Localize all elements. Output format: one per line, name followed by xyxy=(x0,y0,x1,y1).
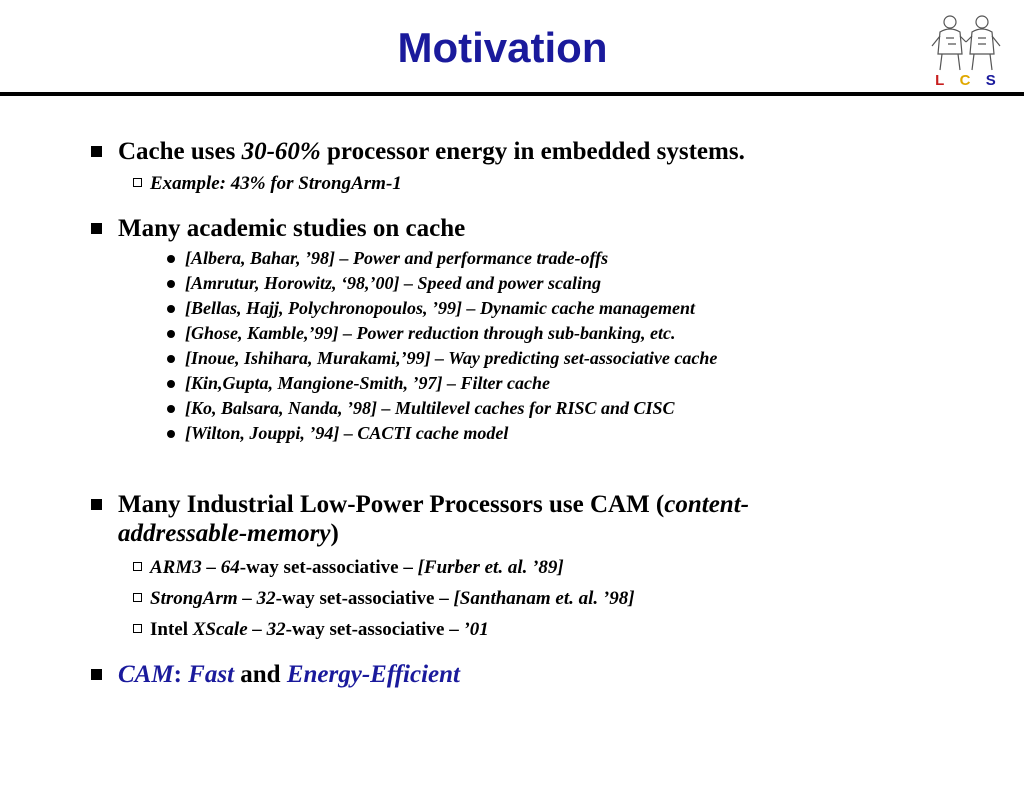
reference-item: [Inoue, Ishihara, Murakami,’99] – Way pr… xyxy=(167,347,718,369)
reference-text: [Wilton, Jouppi, ’94] – CACTI cache mode… xyxy=(185,423,509,443)
logo-letter-s: S xyxy=(985,72,997,89)
bullet-text: processor energy in embedded systems. xyxy=(320,138,745,165)
title-divider xyxy=(0,92,1024,96)
bullet-cache-energy: Cache uses 30-60% processor energy in em… xyxy=(91,137,745,166)
hollow-square-bullet-icon xyxy=(133,178,142,187)
square-bullet-icon xyxy=(91,669,102,680)
lcs-logo: L C S xyxy=(928,12,1004,92)
bullet-text: Many Industrial Low-Power Processors use… xyxy=(118,491,665,518)
reference-text: [Inoue, Ishihara, Murakami,’99] – Way pr… xyxy=(185,348,718,368)
reference-text: [Kin,Gupta, Mangione-Smith, ’97] – Filte… xyxy=(185,373,551,393)
dot-bullet-icon xyxy=(167,430,175,438)
bullet-emphasis: addressable-memory xyxy=(118,520,331,547)
dot-bullet-icon xyxy=(167,355,175,363)
reference-item: [Albera, Bahar, ’98] – Power and perform… xyxy=(167,247,609,269)
sub-bullet-emphasis: ’01 xyxy=(463,619,489,640)
reference-text: [Albera, Bahar, ’98] – Power and perform… xyxy=(185,248,609,268)
reference-text: [Ghose, Kamble,’99] – Power reduction th… xyxy=(185,323,676,343)
bullet-emphasis: Fast xyxy=(188,661,235,688)
dot-bullet-icon xyxy=(167,280,175,288)
sub-bullet-emphasis: ARM3 – 64 xyxy=(150,557,240,578)
sub-bullet-emphasis: XScale – 32 xyxy=(192,619,286,640)
sub-bullet-text: -way set-associative – xyxy=(275,588,454,609)
dot-bullet-icon xyxy=(167,255,175,263)
logo-letter-c: C xyxy=(959,72,972,89)
bullet-emphasis: Energy-Efficient xyxy=(286,661,460,688)
sub-bullet-strongarm: StrongArm – 32-way set-associative – [Sa… xyxy=(133,587,635,611)
square-bullet-icon xyxy=(91,223,102,234)
hollow-square-bullet-icon xyxy=(133,624,142,633)
dot-bullet-icon xyxy=(167,405,175,413)
logo-letter-l: L xyxy=(935,72,946,89)
sub-bullet-example: Example: 43% for StrongArm-1 xyxy=(133,172,402,196)
reference-item: [Kin,Gupta, Mangione-Smith, ’97] – Filte… xyxy=(167,372,551,394)
dot-bullet-icon xyxy=(167,380,175,388)
bullet-industrial-cam: Many Industrial Low-Power Processors use… xyxy=(91,490,918,548)
bullet-emphasis: content- xyxy=(664,491,749,518)
bullet-text: Many academic studies on cache xyxy=(118,215,466,242)
bullet-text: Cache uses xyxy=(118,138,242,165)
hollow-square-bullet-icon xyxy=(133,593,142,602)
reference-item: [Ko, Balsara, Nanda, ’98] – Multilevel c… xyxy=(167,397,675,419)
sub-bullet-emphasis: StrongArm – 32 xyxy=(150,588,276,609)
two-figures-icon xyxy=(931,15,1001,71)
sub-bullet-emphasis: [Santhanam et. al. ’98] xyxy=(453,588,635,609)
reference-item: [Bellas, Hajj, Polychronopoulos, ’99] – … xyxy=(167,297,695,319)
square-bullet-icon xyxy=(91,499,102,510)
bullet-text: : xyxy=(173,661,189,688)
slide-title: Motivation xyxy=(397,24,608,71)
reference-item: [Ghose, Kamble,’99] – Power reduction th… xyxy=(167,322,676,344)
bullet-text: ) xyxy=(330,520,339,547)
logo-letters: L C S xyxy=(928,72,1004,89)
bullet-emphasis: CAM xyxy=(118,661,174,688)
dot-bullet-icon xyxy=(167,305,175,313)
reference-item: [Wilton, Jouppi, ’94] – CACTI cache mode… xyxy=(167,422,509,444)
sub-bullet-text: Example: 43% for StrongArm-1 xyxy=(150,173,402,194)
sub-bullet-emphasis: [Furber et. al. ’89] xyxy=(417,557,564,578)
bullet-academic-studies: Many academic studies on cache xyxy=(91,214,466,243)
reference-text: [Amrutur, Horowitz, ‘98,’00] – Speed and… xyxy=(185,273,602,293)
hollow-square-bullet-icon xyxy=(133,562,142,571)
bullet-cam-summary: CAM: Fast and Energy-Efficient xyxy=(91,660,460,689)
reference-item: [Amrutur, Horowitz, ‘98,’00] – Speed and… xyxy=(167,272,602,294)
reference-text: [Ko, Balsara, Nanda, ’98] – Multilevel c… xyxy=(185,398,675,418)
sub-bullet-text: -way set-associative – xyxy=(285,619,464,640)
dot-bullet-icon xyxy=(167,330,175,338)
reference-text: [Bellas, Hajj, Polychronopoulos, ’99] – … xyxy=(185,298,695,318)
square-bullet-icon xyxy=(91,146,102,157)
bullet-text: and xyxy=(234,661,287,688)
sub-bullet-text: Intel xyxy=(150,619,193,640)
bullet-emphasis: 30-60% xyxy=(241,138,321,165)
sub-bullet-xscale: Intel XScale – 32-way set-associative – … xyxy=(133,618,489,642)
sub-bullet-arm3: ARM3 – 64-way set-associative – [Furber … xyxy=(133,556,564,580)
sub-bullet-text: -way set-associative – xyxy=(239,557,418,578)
